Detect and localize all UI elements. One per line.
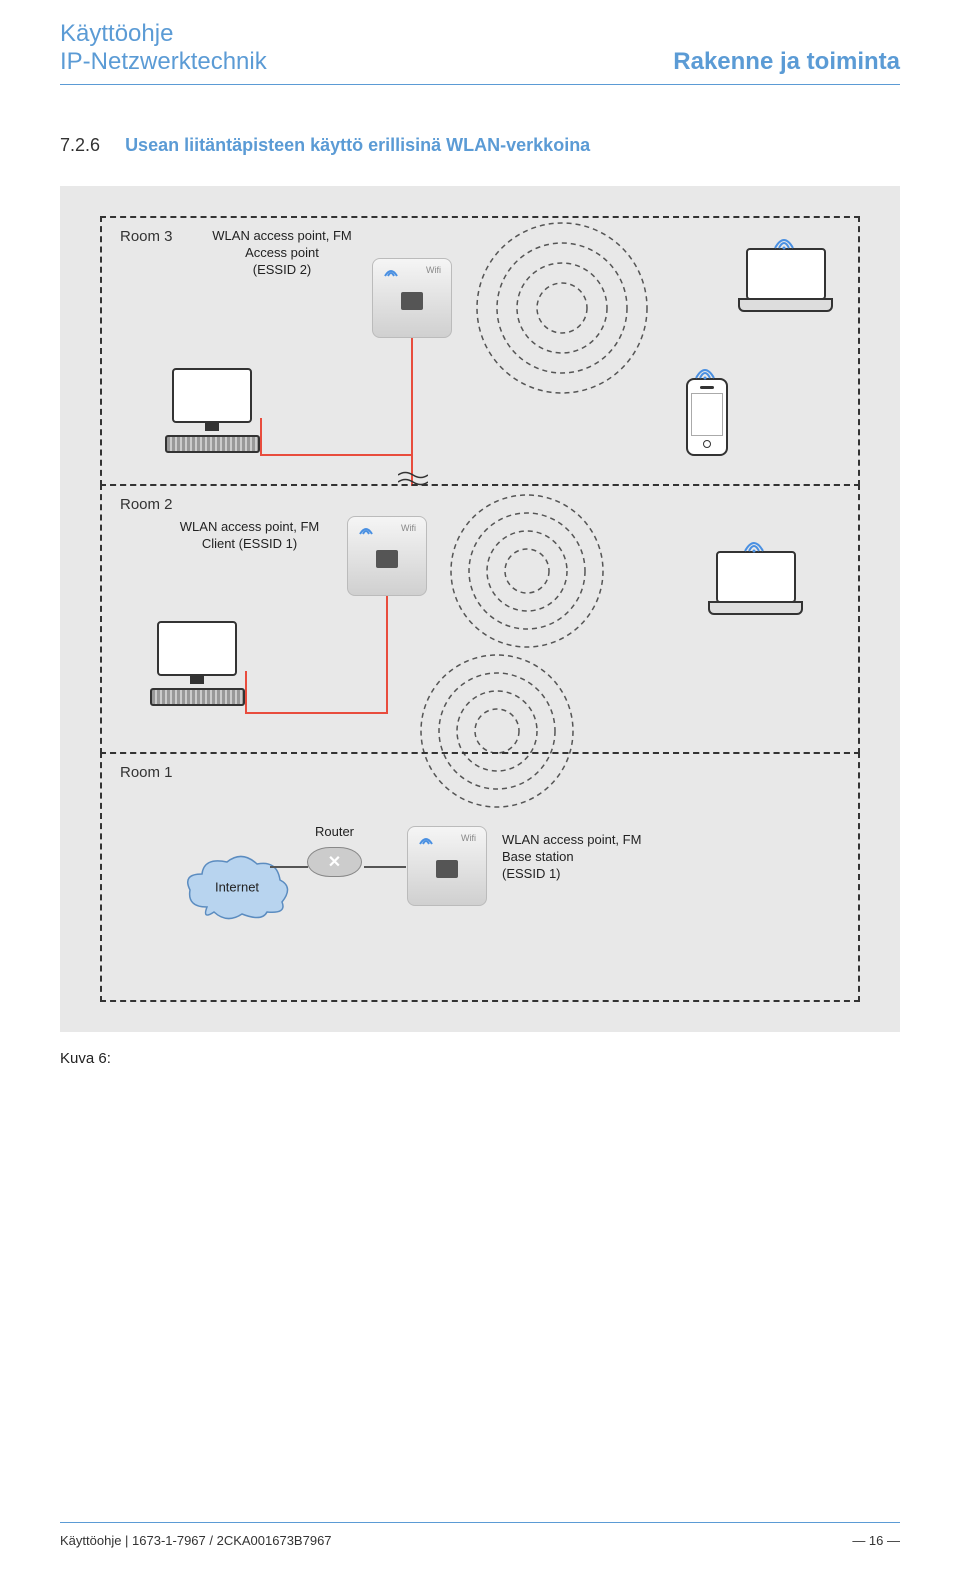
room-1-label: Room 1 (120, 764, 173, 781)
router-label: Router (307, 824, 362, 841)
room-1-ap-label: WLAN access point, FM Base station (ESSI… (502, 832, 682, 883)
wifi-icon (383, 265, 399, 281)
ethernet-cable (386, 596, 388, 714)
laptop-icon (708, 551, 803, 615)
ap-label-icon: Wifi (461, 833, 476, 843)
room-3-ap-label: WLAN access point, FM Access point (ESSI… (197, 228, 367, 279)
ap-label-icon: Wifi (426, 265, 441, 275)
section-heading: 7.2.6 Usean liitäntäpisteen käyttö erill… (60, 135, 900, 156)
figure-caption: Kuva 6: (60, 1050, 900, 1067)
header-title-1: Käyttöohje (60, 20, 900, 48)
connection-line (364, 866, 406, 868)
desktop-icon (162, 368, 262, 453)
ethernet-port-icon (376, 550, 398, 568)
wifi-icon (743, 533, 765, 559)
wifi-icon (418, 833, 434, 849)
ethernet-cable (245, 671, 247, 714)
laptop-icon (738, 248, 833, 312)
ethernet-cable (411, 338, 413, 486)
ap-label-icon: Wifi (401, 523, 416, 533)
router-icon (307, 847, 362, 877)
wifi-icon (358, 523, 374, 539)
ethernet-port-icon (401, 292, 423, 310)
room-2: Room 2 WLAN access point, FM Client (ESS… (100, 484, 860, 754)
smartphone-icon (686, 378, 728, 456)
room-3: Room 3 WLAN access point, FM Access poin… (100, 216, 860, 486)
room-2-label: Room 2 (120, 496, 173, 513)
internet-cloud-icon: Internet (182, 852, 292, 922)
header-title-2: IP-Netzwerktechnik (60, 48, 267, 76)
router-group: Router (307, 824, 362, 877)
room-2-ap-label: WLAN access point, FM Client (ESSID 1) (162, 519, 337, 553)
header-section-name: Rakenne ja toiminta (673, 48, 900, 76)
section-title: Usean liitäntäpisteen käyttö erillisinä … (125, 135, 590, 155)
access-point-icon: Wifi (407, 826, 487, 906)
wifi-icon (694, 360, 716, 386)
access-point-icon: Wifi (347, 516, 427, 596)
connection-line (270, 866, 308, 868)
ethernet-cable (260, 418, 262, 456)
wifi-waves-icon (462, 208, 682, 413)
ethernet-port-icon (436, 860, 458, 878)
page-header: Käyttöohje IP-Netzwerktechnik Rakenne ja… (60, 0, 900, 85)
access-point-icon: Wifi (372, 258, 452, 338)
section-number: 7.2.6 (60, 135, 100, 155)
ethernet-cable (245, 712, 388, 714)
room-3-label: Room 3 (120, 228, 173, 245)
wifi-icon (773, 230, 795, 256)
ethernet-cable (260, 454, 413, 456)
desktop-icon (147, 621, 247, 706)
page-footer: Käyttöohje | 1673-1-7967 / 2CKA001673B79… (60, 1522, 900, 1548)
internet-label: Internet (215, 880, 259, 895)
network-diagram: Room 3 WLAN access point, FM Access poin… (60, 186, 900, 1032)
footer-page-number: — 16 — (852, 1533, 900, 1548)
room-1: Room 1 Internet Router (100, 752, 860, 1002)
footer-left: Käyttöohje | 1673-1-7967 / 2CKA001673B79… (60, 1533, 332, 1548)
